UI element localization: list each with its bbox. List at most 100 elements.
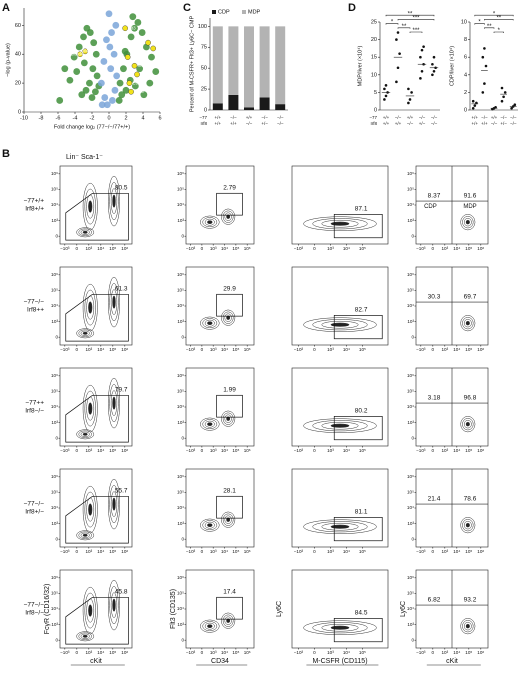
contour [76, 530, 95, 541]
y-tick-label: 0 [55, 435, 58, 440]
gate-value: 91.6 [464, 192, 477, 199]
contour [200, 518, 220, 532]
gate-value: 87.1 [355, 206, 368, 213]
y-tick-label: 10³ [407, 521, 414, 526]
y-tick-label: 10³ [177, 420, 184, 425]
genotype: +/− [261, 121, 268, 126]
volcano-point [146, 79, 154, 87]
volcano-point [110, 50, 118, 58]
contour [462, 418, 474, 431]
contour [88, 503, 93, 516]
contour [460, 618, 476, 635]
contour [462, 620, 474, 633]
x-tick-label: 10⁵ [465, 549, 472, 554]
contour [463, 521, 472, 530]
contour [80, 229, 90, 235]
x-tick-label: -6 [56, 115, 61, 121]
y-tick-label: 10⁵ [177, 591, 184, 596]
plot-frame [291, 266, 389, 346]
contour [226, 517, 231, 522]
contour [226, 416, 231, 421]
contour [303, 620, 377, 635]
gate-value: 61.3 [115, 286, 128, 293]
dot [396, 66, 400, 70]
genotype: +/+ [472, 121, 479, 126]
x-tick-label: 10⁴ [221, 246, 228, 251]
x-tick-label: 0 [201, 347, 204, 352]
x-tick-label: −10³ [186, 650, 196, 655]
dot [407, 87, 410, 91]
x-tick-label: 10⁵ [359, 650, 366, 655]
x-tick-label: 10⁵ [232, 549, 239, 554]
genotype: −/− [510, 121, 517, 126]
y-tick-label: 10⁶ [51, 272, 58, 277]
volcano-point [111, 86, 119, 94]
y-tick-label: 4 [464, 72, 467, 78]
y-tick-label: 10³ [51, 521, 58, 526]
gene-label: Flt3 [128, 25, 136, 30]
contour [84, 188, 96, 225]
gate-value: 28.1 [223, 488, 236, 495]
genotype-label: Irf8++ [27, 307, 44, 314]
genotype: −/− [407, 121, 414, 126]
contour [204, 420, 215, 428]
y-tick-label: 10⁴ [51, 303, 58, 308]
contour [465, 623, 470, 629]
x-tick-label: −10³ [60, 347, 70, 352]
x-tick-label: 10⁵ [465, 448, 472, 453]
dot [384, 84, 388, 87]
sig-bracket [385, 23, 399, 25]
genotype: −/− [230, 115, 237, 120]
y-tick-label: 10 [461, 19, 467, 25]
x-tick-label: 10⁵ [465, 347, 472, 352]
volcano-point [78, 91, 86, 99]
volcano-point [109, 97, 116, 104]
volcano-point [106, 43, 114, 51]
volcano-point [92, 88, 99, 96]
contour [207, 220, 213, 224]
gate-value: 21.4 [428, 495, 441, 502]
genotype-label: −77++ [25, 400, 44, 407]
gate [216, 192, 243, 216]
sig-label: ** [487, 24, 492, 30]
sig-bracket [385, 14, 435, 17]
contour [78, 430, 92, 439]
x-tick-label: 10⁴ [343, 549, 350, 554]
contour [110, 289, 118, 315]
contour [460, 517, 476, 534]
y-tick-label: 10⁵ [177, 187, 184, 192]
x-tick-label: 10⁴ [97, 246, 104, 251]
gate [216, 293, 243, 317]
y-tick-label: 25 [201, 87, 207, 93]
contour [465, 320, 470, 326]
y-tick-label: 10⁵ [177, 389, 184, 394]
contour [200, 316, 220, 330]
volcano-point [116, 79, 124, 87]
volcano-point [127, 33, 135, 41]
volcano-point [103, 36, 110, 44]
volcano-point [98, 101, 106, 109]
quadrant-label: CDP [424, 204, 437, 210]
contour [204, 521, 215, 529]
dot [502, 95, 505, 99]
dot [383, 87, 386, 91]
gate-value: 29.9 [223, 286, 236, 293]
y-tick-label: 10⁶ [407, 272, 414, 277]
genotype: +/+ [215, 121, 222, 126]
genotype: −/− [491, 121, 498, 126]
y-tick-label: 0 [181, 334, 184, 339]
contour [221, 309, 236, 326]
genotype-label: −77+/+ [24, 198, 45, 205]
dot [419, 55, 422, 59]
genotype: +/− [419, 121, 426, 126]
sig-bracket [484, 27, 495, 29]
y-axis-label: CDP/liver (×10⁴) [448, 46, 455, 86]
x-tick-label: 10⁶ [121, 448, 128, 453]
contour [463, 319, 472, 328]
gene-label: Ly86 [134, 89, 144, 94]
contour [82, 634, 88, 638]
contour [84, 491, 96, 528]
dot [503, 91, 507, 94]
sig-label: *** [412, 28, 420, 34]
